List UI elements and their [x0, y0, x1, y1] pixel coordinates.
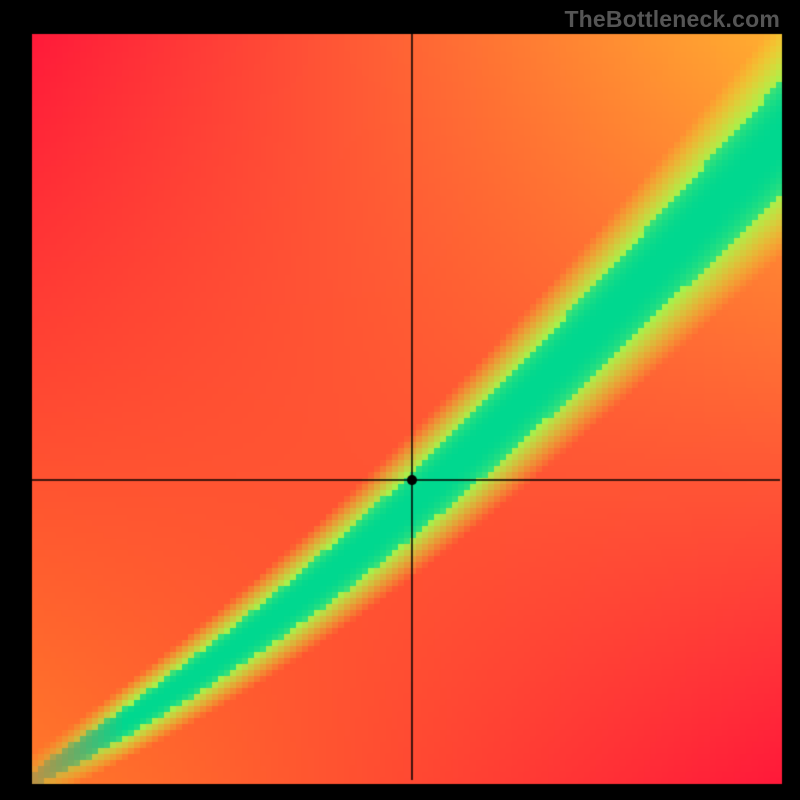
heatmap-canvas	[0, 0, 800, 800]
chart-container: TheBottleneck.com	[0, 0, 800, 800]
watermark-text: TheBottleneck.com	[564, 6, 780, 33]
